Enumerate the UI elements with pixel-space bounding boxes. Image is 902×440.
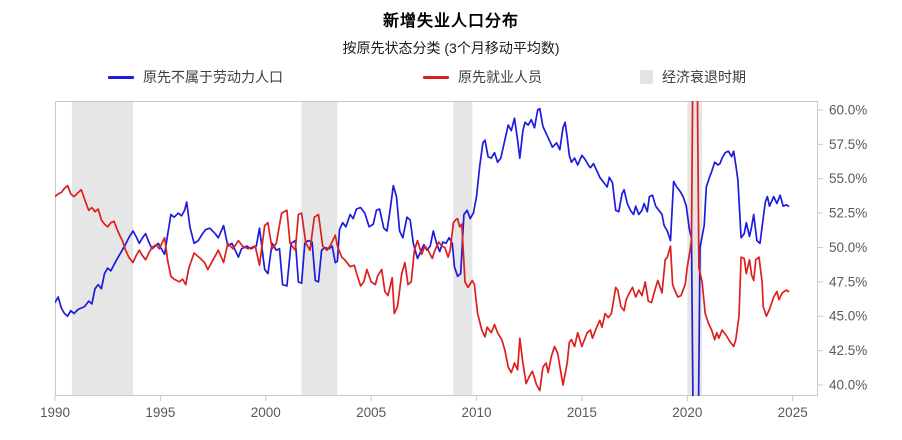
recession-band [301, 101, 338, 396]
y-axis-label: 50.0% [829, 240, 867, 255]
x-axis-label: 1990 [40, 405, 70, 420]
legend-line-swatch-red [423, 75, 449, 79]
y-axis-label: 40.0% [829, 377, 867, 392]
series-line-previously-employed [55, 101, 790, 392]
x-axis-label: 2015 [567, 405, 597, 420]
x-axis-label: 2010 [462, 405, 492, 420]
x-axis-label: 2020 [672, 405, 702, 420]
legend-line-swatch-blue [108, 75, 134, 79]
x-axis-label: 2025 [778, 405, 808, 420]
legend-box-swatch-gray [640, 70, 653, 84]
legend-item-previously-employed: 原先就业人员 [423, 68, 542, 86]
legend-label: 原先不属于劳动力人口 [143, 69, 283, 85]
y-axis-label: 57.5% [829, 137, 867, 152]
x-axis-label: 2005 [356, 405, 386, 420]
chart-title: 新增失业人口分布 [382, 13, 519, 30]
legend-item-not-in-labor-force: 原先不属于劳动力人口 [108, 68, 283, 86]
y-axis-label: 60.0% [829, 102, 867, 117]
legend-label: 经济衰退时期 [662, 69, 746, 85]
legend-item-recession-period: 经济衰退时期 [640, 68, 746, 86]
legend-label: 原先就业人员 [458, 69, 542, 85]
y-axis-label: 45.0% [829, 309, 867, 324]
plot-border [55, 101, 818, 396]
chart-subtitle: 按原先状态分类 (3个月移动平均数) [342, 40, 560, 56]
y-axis-label: 47.5% [829, 274, 867, 289]
y-axis-label: 42.5% [829, 343, 867, 358]
x-axis-label: 2000 [251, 405, 281, 420]
x-axis-label: 1995 [145, 405, 175, 420]
series-line-not-in-labor-force [55, 107, 790, 396]
y-axis-label: 52.5% [829, 206, 867, 221]
y-axis-label: 55.0% [829, 171, 867, 186]
